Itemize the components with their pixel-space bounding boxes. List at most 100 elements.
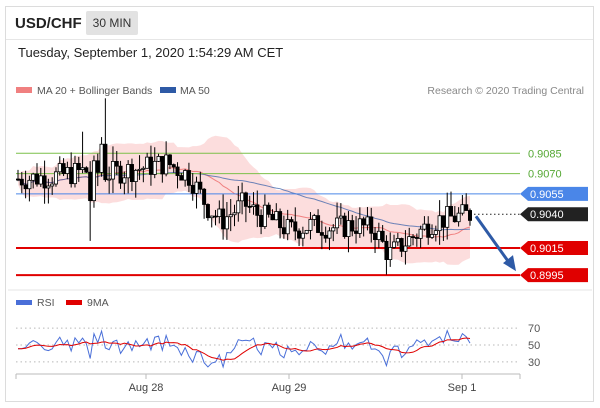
candle-body (281, 227, 286, 235)
legend-9ma-label: 9MA (87, 297, 109, 309)
candle-body (118, 165, 123, 184)
candle-body (240, 192, 245, 202)
candle-body (392, 241, 397, 248)
target-level-label: 0.9085 (528, 148, 562, 160)
candle-body (331, 227, 336, 232)
forecast-arrow-shaft (474, 215, 510, 262)
candle-body (327, 230, 332, 239)
level-tag-support (520, 241, 588, 256)
candle-body (107, 178, 112, 181)
candle-body (247, 205, 252, 208)
level-tag-label: 0.9015 (530, 243, 564, 255)
candle-body (380, 230, 385, 242)
candle-body (266, 204, 271, 215)
candle-body (194, 181, 199, 194)
candle-body (34, 173, 39, 185)
timeframe-badge[interactable]: 30 MIN (86, 11, 138, 35)
forecast-arrow (474, 215, 516, 272)
level-tag-label: 0.8995 (530, 270, 564, 282)
rsi-legend: RSI 9MA (16, 297, 109, 309)
candle-body (452, 215, 457, 223)
candle-body (27, 179, 32, 190)
candle-body (232, 212, 237, 216)
candle-body (65, 167, 70, 174)
candle-body (342, 215, 347, 237)
x-tick-label: Sep 1 (448, 382, 477, 394)
forecast-arrow-head (503, 255, 516, 272)
candle-body (430, 234, 435, 238)
x-tick-label: Aug 29 (272, 382, 307, 394)
candle-body (145, 156, 150, 169)
candle-body (441, 215, 446, 228)
candle-body (467, 210, 472, 221)
candle-body (179, 175, 184, 181)
legend-swatch-ma20 (16, 87, 32, 93)
candle-body (53, 171, 58, 185)
candle-body (171, 164, 176, 168)
candle-body (164, 154, 169, 175)
candle-body (122, 177, 127, 184)
candle-body (350, 220, 355, 232)
candle-body (88, 171, 93, 202)
candle-body (38, 175, 43, 185)
level-tag-last (520, 207, 588, 222)
candle-body (99, 143, 104, 173)
candle-body (141, 167, 146, 170)
candle-body (228, 214, 233, 218)
candle-body (42, 175, 47, 189)
candle-body (15, 178, 20, 181)
candle-body (274, 211, 279, 221)
candle-body (236, 200, 241, 214)
level-tag-label: 0.9055 (530, 189, 564, 201)
candle-body (202, 188, 207, 205)
candle-body (323, 234, 328, 239)
candle-body (373, 232, 378, 241)
candle-body (209, 215, 214, 219)
candle-body (80, 167, 85, 170)
rsi-ma-line (17, 337, 471, 361)
candle-body (445, 206, 450, 228)
x-tick-label: Aug 28 (129, 382, 164, 394)
candle-body (114, 161, 119, 167)
candle-body (278, 211, 283, 229)
candle-body (217, 208, 222, 217)
rsi-tick-label: 50 (528, 340, 540, 352)
candle-body (76, 162, 81, 170)
candle-body (354, 230, 359, 234)
candlesticks (15, 98, 472, 275)
candle-body (316, 215, 321, 233)
candle-body (426, 223, 431, 238)
candle-body (308, 219, 313, 231)
candle-body (411, 236, 416, 239)
candle-body (213, 215, 218, 218)
candle-body (300, 232, 305, 239)
candle-body (167, 154, 172, 165)
candle-body (69, 167, 74, 185)
candle-body (422, 223, 427, 230)
legend-ma20-label: MA 20 + Bollinger Bands (37, 85, 152, 97)
candle-body (103, 143, 108, 181)
candle-body (293, 221, 298, 232)
candle-body (259, 214, 264, 227)
level-tag-label: 0.9040 (530, 209, 564, 221)
candle-body (369, 216, 374, 234)
candle-body (221, 208, 226, 230)
candle-body (205, 204, 210, 219)
candle-body (255, 204, 260, 216)
candle-body (129, 164, 134, 182)
candle-body (95, 160, 100, 173)
candle-body (399, 238, 404, 252)
legend-rsi-label: RSI (37, 297, 55, 309)
candle-body (262, 204, 267, 227)
candle-body (357, 218, 362, 234)
candle-body (407, 236, 412, 247)
candle-body (57, 163, 62, 173)
candle-body (91, 160, 96, 202)
candle-body (186, 170, 191, 186)
legend-swatch-ma50 (160, 87, 176, 93)
candle-body (270, 213, 275, 221)
candle-body (319, 232, 324, 236)
candle-body (23, 184, 28, 190)
candle-body (84, 167, 89, 173)
candle-body (285, 219, 290, 235)
